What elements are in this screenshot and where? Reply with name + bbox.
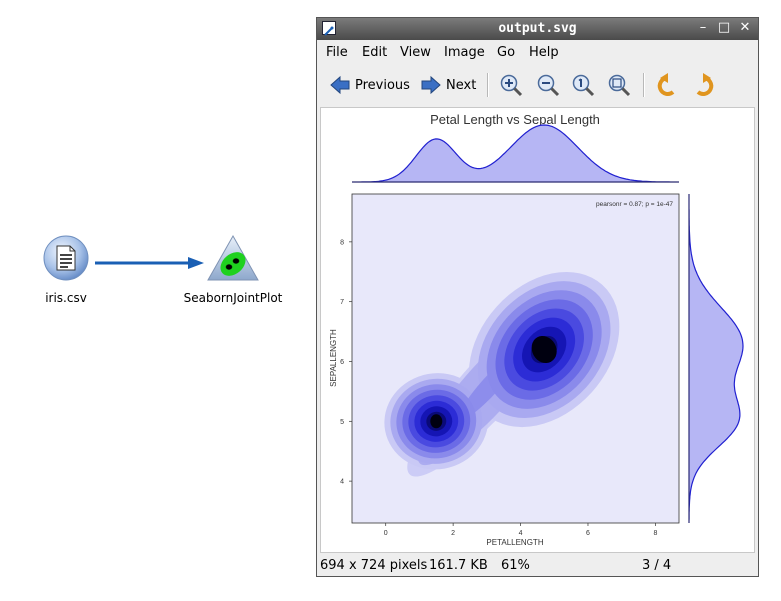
toolbar: Previous Next <box>317 64 758 106</box>
y-axis-ticks: 4 5 6 7 8 <box>340 239 352 486</box>
toolbar-separator <box>487 73 489 97</box>
image-dimensions: 694 x 724 pixels <box>320 558 428 573</box>
right-density-curve <box>688 194 744 523</box>
menu-edit[interactable]: Edit <box>362 45 388 60</box>
menu-go[interactable]: Go <box>497 45 516 60</box>
previous-label: Previous <box>355 77 410 93</box>
arrow-right-icon <box>421 75 441 95</box>
x-tick-label: 6 <box>586 530 590 537</box>
menu-help[interactable]: Help <box>529 45 559 60</box>
zoom-level: 61% <box>501 558 530 573</box>
top-density-curve <box>352 124 679 183</box>
connection-arrow[interactable] <box>92 255 210 271</box>
title-bar[interactable]: output.svg – □ ✕ <box>317 18 758 40</box>
image-viewer-window[interactable]: output.svg – □ ✕ File Edit View Image Go… <box>316 17 759 577</box>
rotate-left-icon[interactable] <box>655 73 679 97</box>
minimize-button[interactable]: – <box>699 20 707 35</box>
zoom-out-icon[interactable] <box>536 73 560 97</box>
stream-canvas[interactable]: iris.csv Seabo <box>0 0 310 601</box>
maximize-button[interactable]: □ <box>717 20 731 35</box>
x-tick-label: 4 <box>519 530 523 537</box>
menu-bar: File Edit View Image Go Help <box>317 40 758 64</box>
zoom-fit-icon[interactable] <box>607 73 631 97</box>
chart-title: Petal Length vs Sepal Length <box>430 112 600 127</box>
x-tick-label: 0 <box>384 530 388 537</box>
arrow-left-icon <box>330 75 350 95</box>
top-marginal-density <box>352 124 679 183</box>
zoom-normal-icon[interactable] <box>571 73 595 97</box>
data-file-icon <box>43 235 89 281</box>
joint-plot-image: Petal Length vs Sepal Length pearsonr = … <box>329 112 744 547</box>
window-title: output.svg <box>498 21 577 36</box>
y-tick-label: 8 <box>340 239 344 246</box>
next-label: Next <box>446 77 477 93</box>
seaborn-jointplot-node[interactable] <box>207 234 259 281</box>
y-tick-label: 4 <box>340 479 344 486</box>
seaborn-jointplot-icon <box>207 234 259 281</box>
zoom-in-icon[interactable] <box>499 73 523 97</box>
kde-contours <box>384 271 620 477</box>
previous-button[interactable]: Previous <box>329 72 410 98</box>
close-button[interactable]: ✕ <box>739 20 751 35</box>
x-axis-label: PETALLENGTH <box>486 538 543 547</box>
toolbar-separator <box>643 73 645 97</box>
y-tick-label: 5 <box>340 419 344 426</box>
menu-file[interactable]: File <box>326 45 348 60</box>
y-tick-label: 6 <box>340 359 344 366</box>
x-axis-ticks: 0 2 4 6 8 <box>384 523 657 537</box>
kde-mode-peak <box>531 335 557 364</box>
next-button[interactable]: Next <box>420 72 476 98</box>
x-tick-label: 2 <box>451 530 455 537</box>
y-axis-label: SEPALLENGTH <box>329 329 338 387</box>
file-size: 161.7 KB <box>429 558 488 573</box>
rotate-right-icon[interactable] <box>692 73 716 97</box>
kde-mode-peak <box>430 414 443 429</box>
iris-csv-node[interactable] <box>43 235 89 281</box>
y-tick-label: 7 <box>340 299 344 306</box>
app-icon <box>322 21 336 36</box>
menu-image[interactable]: Image <box>444 45 485 60</box>
seaborn-jointplot-label: SeabornJointPlot <box>183 291 283 305</box>
menu-view[interactable]: View <box>400 45 431 60</box>
pearson-annotation: pearsonr = 0.87; p = 1e-47 <box>596 201 673 208</box>
status-bar: 694 x 724 pixels 161.7 KB 61% 3 / 4 <box>317 554 758 576</box>
x-tick-label: 8 <box>653 530 657 537</box>
image-display-area[interactable]: Petal Length vs Sepal Length pearsonr = … <box>320 107 755 553</box>
right-marginal-density <box>688 194 744 523</box>
image-position: 3 / 4 <box>642 558 672 573</box>
iris-csv-label: iris.csv <box>45 291 87 305</box>
